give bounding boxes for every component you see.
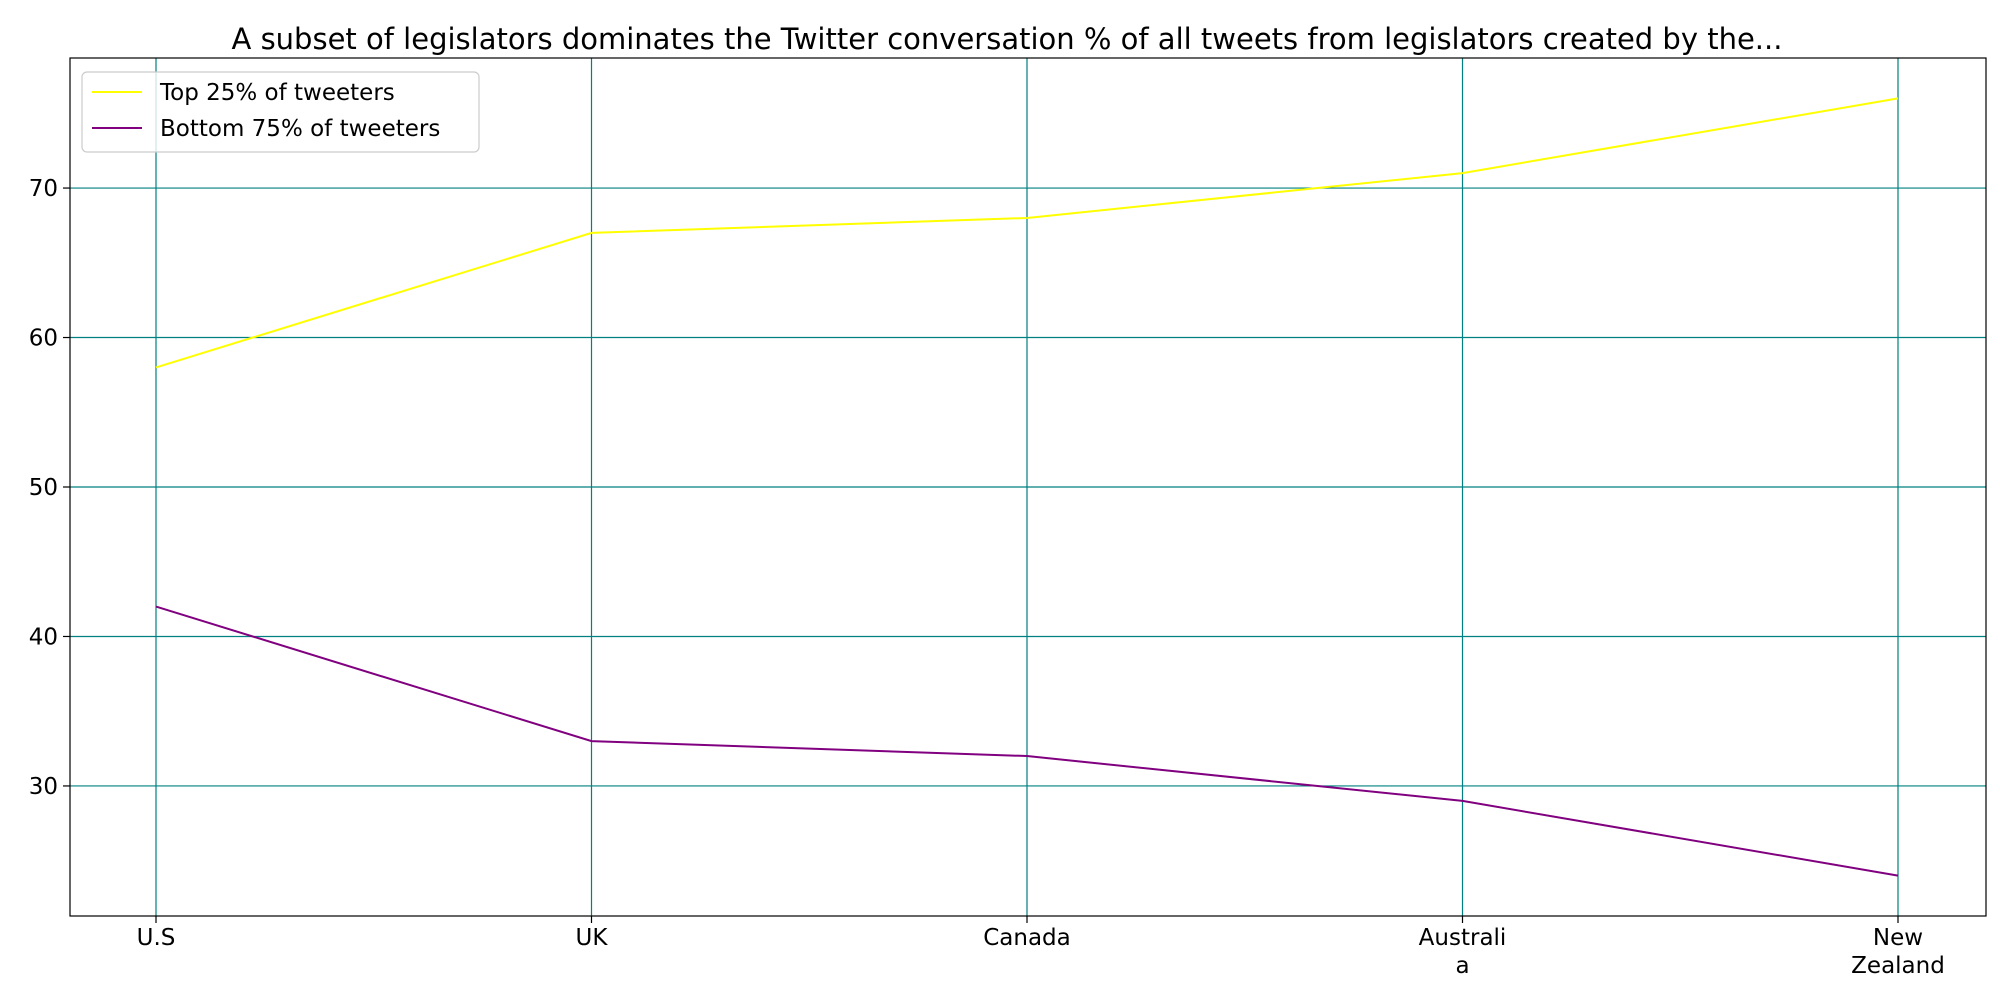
y-tick-label: 70 xyxy=(29,176,58,202)
y-tick-label: 30 xyxy=(29,774,58,800)
y-tick-label: 60 xyxy=(29,326,58,352)
x-tick-label: Canada xyxy=(983,925,1071,951)
legend-box xyxy=(81,71,480,153)
x-tick-label: Australi a xyxy=(1419,925,1507,979)
series-line-2 xyxy=(155,605,1899,877)
chart-title: A subset of legislators dominates the Tw… xyxy=(232,22,1783,56)
x-tick-label: U.S xyxy=(137,925,176,951)
legend-label: Bottom 75% of tweeters xyxy=(160,116,440,142)
series-lines xyxy=(155,97,1899,877)
grid xyxy=(70,58,1986,916)
x-tick-label: New Zealand xyxy=(1851,925,1945,979)
x-tick-label: UK xyxy=(576,925,609,951)
series-line-1 xyxy=(155,97,1899,369)
y-tick-label: 50 xyxy=(29,475,58,501)
legend-label: Top 25% of tweeters xyxy=(159,80,395,106)
legend: Top 25% of tweeters Bottom 75% of tweeter… xyxy=(81,71,480,153)
y-tick-label: 40 xyxy=(29,624,58,650)
axis-ticks: U.S UK Canada Australi a New Zealand 30 40 50 60 70 xyxy=(29,176,1945,979)
